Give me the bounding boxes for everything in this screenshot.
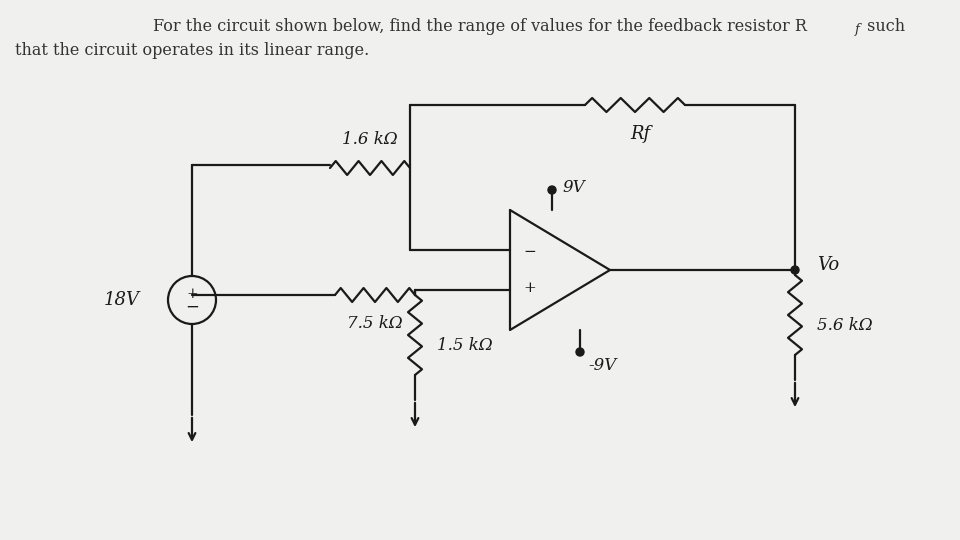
Text: 9V: 9V [562,179,585,197]
Text: 1.6 kΩ: 1.6 kΩ [342,131,397,148]
Text: For the circuit shown below, find the range of values for the feedback resistor : For the circuit shown below, find the ra… [153,18,807,35]
Text: −: − [185,299,199,315]
Text: 5.6 kΩ: 5.6 kΩ [817,316,873,334]
Text: -9V: -9V [588,357,616,375]
Text: 18V: 18V [104,291,140,309]
Text: Vo: Vo [817,256,839,274]
Circle shape [548,186,556,194]
Text: +: + [186,287,198,301]
Text: such: such [862,18,905,35]
Circle shape [576,348,584,356]
Circle shape [791,266,799,274]
Text: Rf: Rf [630,125,650,143]
Text: 1.5 kΩ: 1.5 kΩ [437,336,492,354]
Text: 7.5 kΩ: 7.5 kΩ [348,315,403,332]
Text: +: + [523,281,537,295]
Text: −: − [523,245,537,259]
Text: that the circuit operates in its linear range.: that the circuit operates in its linear … [15,42,370,59]
Text: f: f [855,23,860,36]
